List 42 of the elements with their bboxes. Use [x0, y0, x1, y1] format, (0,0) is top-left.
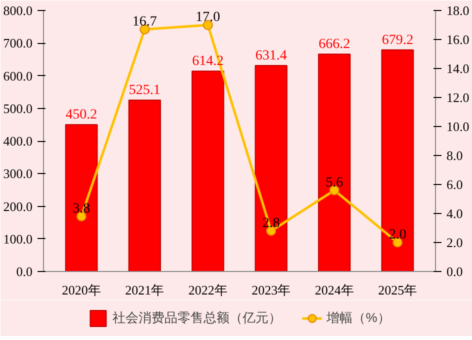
y-tick-label: 100.0 [3, 231, 32, 246]
data-label: 525.1 [128, 83, 160, 98]
x-tick-label: 2025年 [378, 282, 418, 298]
y-tick-label: 600.0 [3, 68, 32, 84]
x-tick-label: 2023年 [252, 282, 291, 298]
y2-tick-label: 8.0 [446, 148, 463, 163]
bar [128, 100, 161, 272]
legend-label: 增幅（%） [326, 309, 390, 327]
y2-tick-label: 18.0 [446, 3, 470, 18]
y2-tick-label: 2.0 [446, 235, 463, 250]
y-tick-label: 200.0 [3, 198, 32, 214]
data-label: 5.6 [326, 175, 344, 190]
x-tick-label: 2021年 [125, 282, 164, 298]
y2-tick-label: 14.0 [446, 61, 470, 76]
legend-label: 社会消费品零售总额（亿元） [112, 309, 282, 327]
data-label: 16.7 [132, 14, 157, 30]
y2-tick-label: 16.0 [446, 32, 470, 47]
x-tick-label: 2020年 [62, 282, 101, 298]
data-label: 666.2 [318, 37, 350, 52]
data-label: 450.2 [66, 108, 98, 123]
x-tick-label: 2022年 [188, 282, 228, 298]
y2-tick-label: 6.0 [446, 177, 463, 192]
y2-tick-label: 0.0 [446, 264, 463, 279]
data-label: 679.2 [382, 32, 414, 48]
bar [65, 124, 98, 272]
y2-tick-label: 10.0 [446, 119, 470, 134]
y-tick-label: 700.0 [3, 36, 32, 51]
y-tick-label: 800.0 [3, 3, 32, 18]
x-tick-label: 2024年 [314, 282, 354, 298]
y2-tick-label: 12.0 [446, 90, 470, 105]
data-label: 631.4 [255, 48, 287, 64]
data-label: 2.0 [388, 228, 406, 242]
bar [318, 54, 351, 272]
y-tick-label: 400.0 [3, 134, 32, 148]
data-label: 17.0 [196, 10, 220, 25]
bar [192, 70, 224, 272]
bar [254, 65, 288, 272]
y-tick-label: 300.0 [3, 166, 32, 182]
y-tick-label: 0.0 [16, 264, 32, 279]
y2-tick-label: 4.0 [446, 206, 463, 221]
bar [381, 49, 414, 272]
y-tick-label: 500.0 [3, 100, 32, 116]
